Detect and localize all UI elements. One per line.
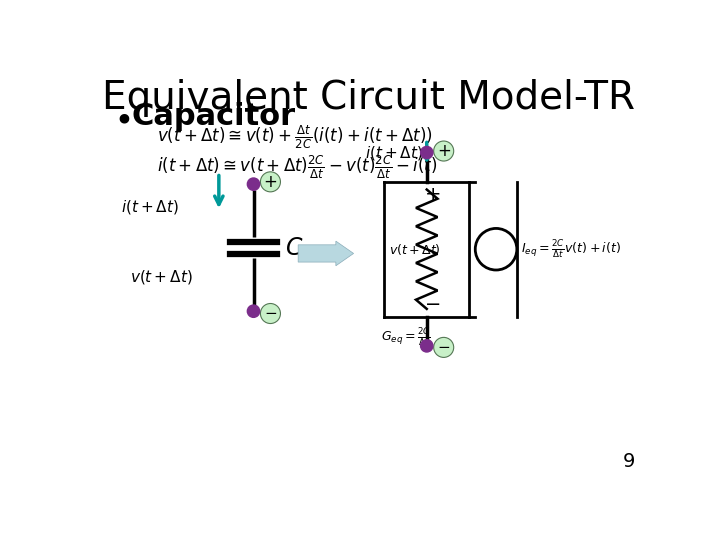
Circle shape xyxy=(248,178,260,190)
Text: $i(t+\Delta t)$: $i(t+\Delta t)$ xyxy=(121,198,179,216)
Text: +: + xyxy=(425,185,441,204)
Circle shape xyxy=(433,338,454,357)
Text: 9: 9 xyxy=(623,453,636,471)
Text: Equivalent Circuit Model-TR: Equivalent Circuit Model-TR xyxy=(102,79,636,117)
Circle shape xyxy=(420,146,433,159)
Text: $i(t+\Delta t)\cong v(t+\Delta t)\frac{2C}{\Delta t}-v(t)\frac{2C}{\Delta t}-i(t: $i(t+\Delta t)\cong v(t+\Delta t)\frac{2… xyxy=(157,153,438,181)
Text: −: − xyxy=(425,295,441,314)
Text: $v(t+\Delta t)$: $v(t+\Delta t)$ xyxy=(130,267,193,286)
Circle shape xyxy=(261,303,281,323)
Text: C: C xyxy=(286,235,302,260)
Text: $G_{eq}=\frac{2C}{\Delta t}$: $G_{eq}=\frac{2C}{\Delta t}$ xyxy=(381,326,431,348)
Text: −: − xyxy=(264,306,276,321)
Text: −: − xyxy=(437,340,450,355)
Text: $v(t+\Delta t)\cong v(t)+\frac{\Delta t}{2C}\left(i(t)+i(t+\Delta t)\right)$: $v(t+\Delta t)\cong v(t)+\frac{\Delta t}… xyxy=(157,124,433,152)
Circle shape xyxy=(433,141,454,161)
Text: $\bullet$: $\bullet$ xyxy=(113,102,130,135)
Text: Capacitor: Capacitor xyxy=(132,102,296,131)
Circle shape xyxy=(261,172,281,192)
Text: +: + xyxy=(264,173,277,191)
Text: $v(t+\Delta t)$: $v(t+\Delta t)$ xyxy=(389,242,441,256)
Circle shape xyxy=(420,340,433,352)
Text: $I_{eq}=\frac{2C}{\Delta t}v(t)+i(t)$: $I_{eq}=\frac{2C}{\Delta t}v(t)+i(t)$ xyxy=(521,238,621,260)
Polygon shape xyxy=(298,241,354,266)
Text: +: + xyxy=(437,142,451,160)
Text: $i(t+\Delta t)$: $i(t+\Delta t)$ xyxy=(365,144,423,163)
Circle shape xyxy=(248,305,260,318)
Circle shape xyxy=(475,228,517,270)
